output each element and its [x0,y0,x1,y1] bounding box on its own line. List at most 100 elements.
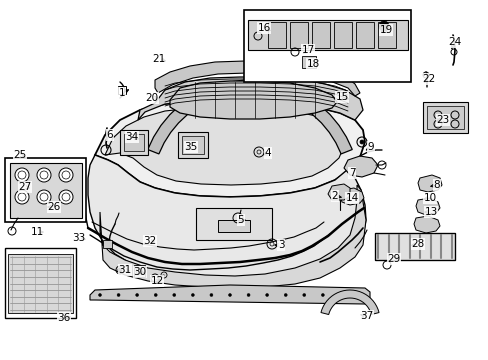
Polygon shape [320,290,378,315]
Text: 21: 21 [152,54,165,64]
Text: 14: 14 [345,193,358,203]
Circle shape [339,293,342,297]
Circle shape [37,168,51,182]
Text: 17: 17 [301,45,314,55]
Circle shape [265,293,268,297]
Circle shape [118,268,122,272]
Text: 9: 9 [367,142,373,152]
Circle shape [15,190,29,204]
Bar [118,86,126,94]
Text: 23: 23 [435,115,448,125]
Circle shape [228,293,231,297]
Polygon shape [100,185,365,288]
Text: 15: 15 [335,92,348,102]
Polygon shape [147,80,351,154]
Text: 26: 26 [47,202,61,212]
Text: 1: 1 [119,88,125,98]
Polygon shape [8,254,73,313]
Text: 8: 8 [433,180,439,190]
Polygon shape [88,155,365,279]
Circle shape [37,190,51,204]
Circle shape [98,293,102,297]
Circle shape [302,293,305,297]
Polygon shape [413,216,439,233]
Polygon shape [343,156,377,177]
Bar [426,106,463,129]
Bar [134,265,145,277]
Text: 35: 35 [184,142,197,152]
Bar [124,134,143,151]
Text: 10: 10 [423,193,436,203]
Polygon shape [155,61,359,96]
Text: 22: 22 [422,74,435,84]
Text: 24: 24 [447,37,461,47]
Circle shape [321,293,324,297]
Bar [374,233,454,260]
Text: 25: 25 [13,150,26,160]
Text: 3: 3 [277,240,284,250]
Circle shape [191,293,194,297]
Text: 19: 19 [379,25,392,35]
Text: 4: 4 [264,148,271,158]
Text: 33: 33 [72,233,85,243]
Polygon shape [247,20,407,50]
Text: 31: 31 [118,265,131,275]
Bar [218,220,249,232]
Text: 37: 37 [360,311,373,321]
Text: 34: 34 [125,132,138,142]
Circle shape [154,293,157,297]
Bar [311,22,329,48]
Text: 32: 32 [143,236,156,246]
Text: 6: 6 [106,130,113,140]
Text: 30: 30 [133,267,146,277]
Text: 7: 7 [348,168,355,178]
Bar [289,22,307,48]
Text: 18: 18 [306,59,319,69]
Circle shape [284,293,286,297]
Circle shape [246,293,249,297]
Circle shape [359,140,363,144]
Bar [196,208,271,240]
Text: 12: 12 [150,276,163,286]
Bar [5,248,76,318]
Circle shape [358,293,361,297]
Bar [267,22,285,48]
Polygon shape [90,285,369,304]
Circle shape [59,190,73,204]
Bar [377,22,395,48]
Text: 2: 2 [331,191,338,201]
Text: 13: 13 [424,207,437,217]
Bar [182,136,203,154]
Text: 36: 36 [57,313,70,323]
Circle shape [172,293,175,297]
Text: 28: 28 [410,239,424,249]
Bar [333,22,351,48]
Bar [5,158,86,222]
Polygon shape [95,100,364,197]
Circle shape [378,21,388,31]
Circle shape [117,293,120,297]
Bar [422,102,467,133]
Polygon shape [415,198,439,215]
Text: 16: 16 [257,23,270,33]
Bar [302,56,315,68]
Circle shape [135,293,139,297]
Circle shape [209,293,212,297]
Bar [178,132,207,158]
Bar [355,22,373,48]
Text: 5: 5 [237,215,244,225]
Polygon shape [327,184,349,200]
Polygon shape [417,175,441,192]
Bar [120,130,148,155]
Bar [103,240,112,248]
Polygon shape [170,81,336,119]
Polygon shape [138,77,362,120]
Polygon shape [339,188,363,205]
Text: 29: 29 [386,254,400,264]
Text: 20: 20 [145,93,158,103]
Bar [244,10,410,82]
Polygon shape [105,107,343,185]
Text: 27: 27 [19,182,32,192]
Circle shape [15,168,29,182]
Bar [374,233,454,260]
